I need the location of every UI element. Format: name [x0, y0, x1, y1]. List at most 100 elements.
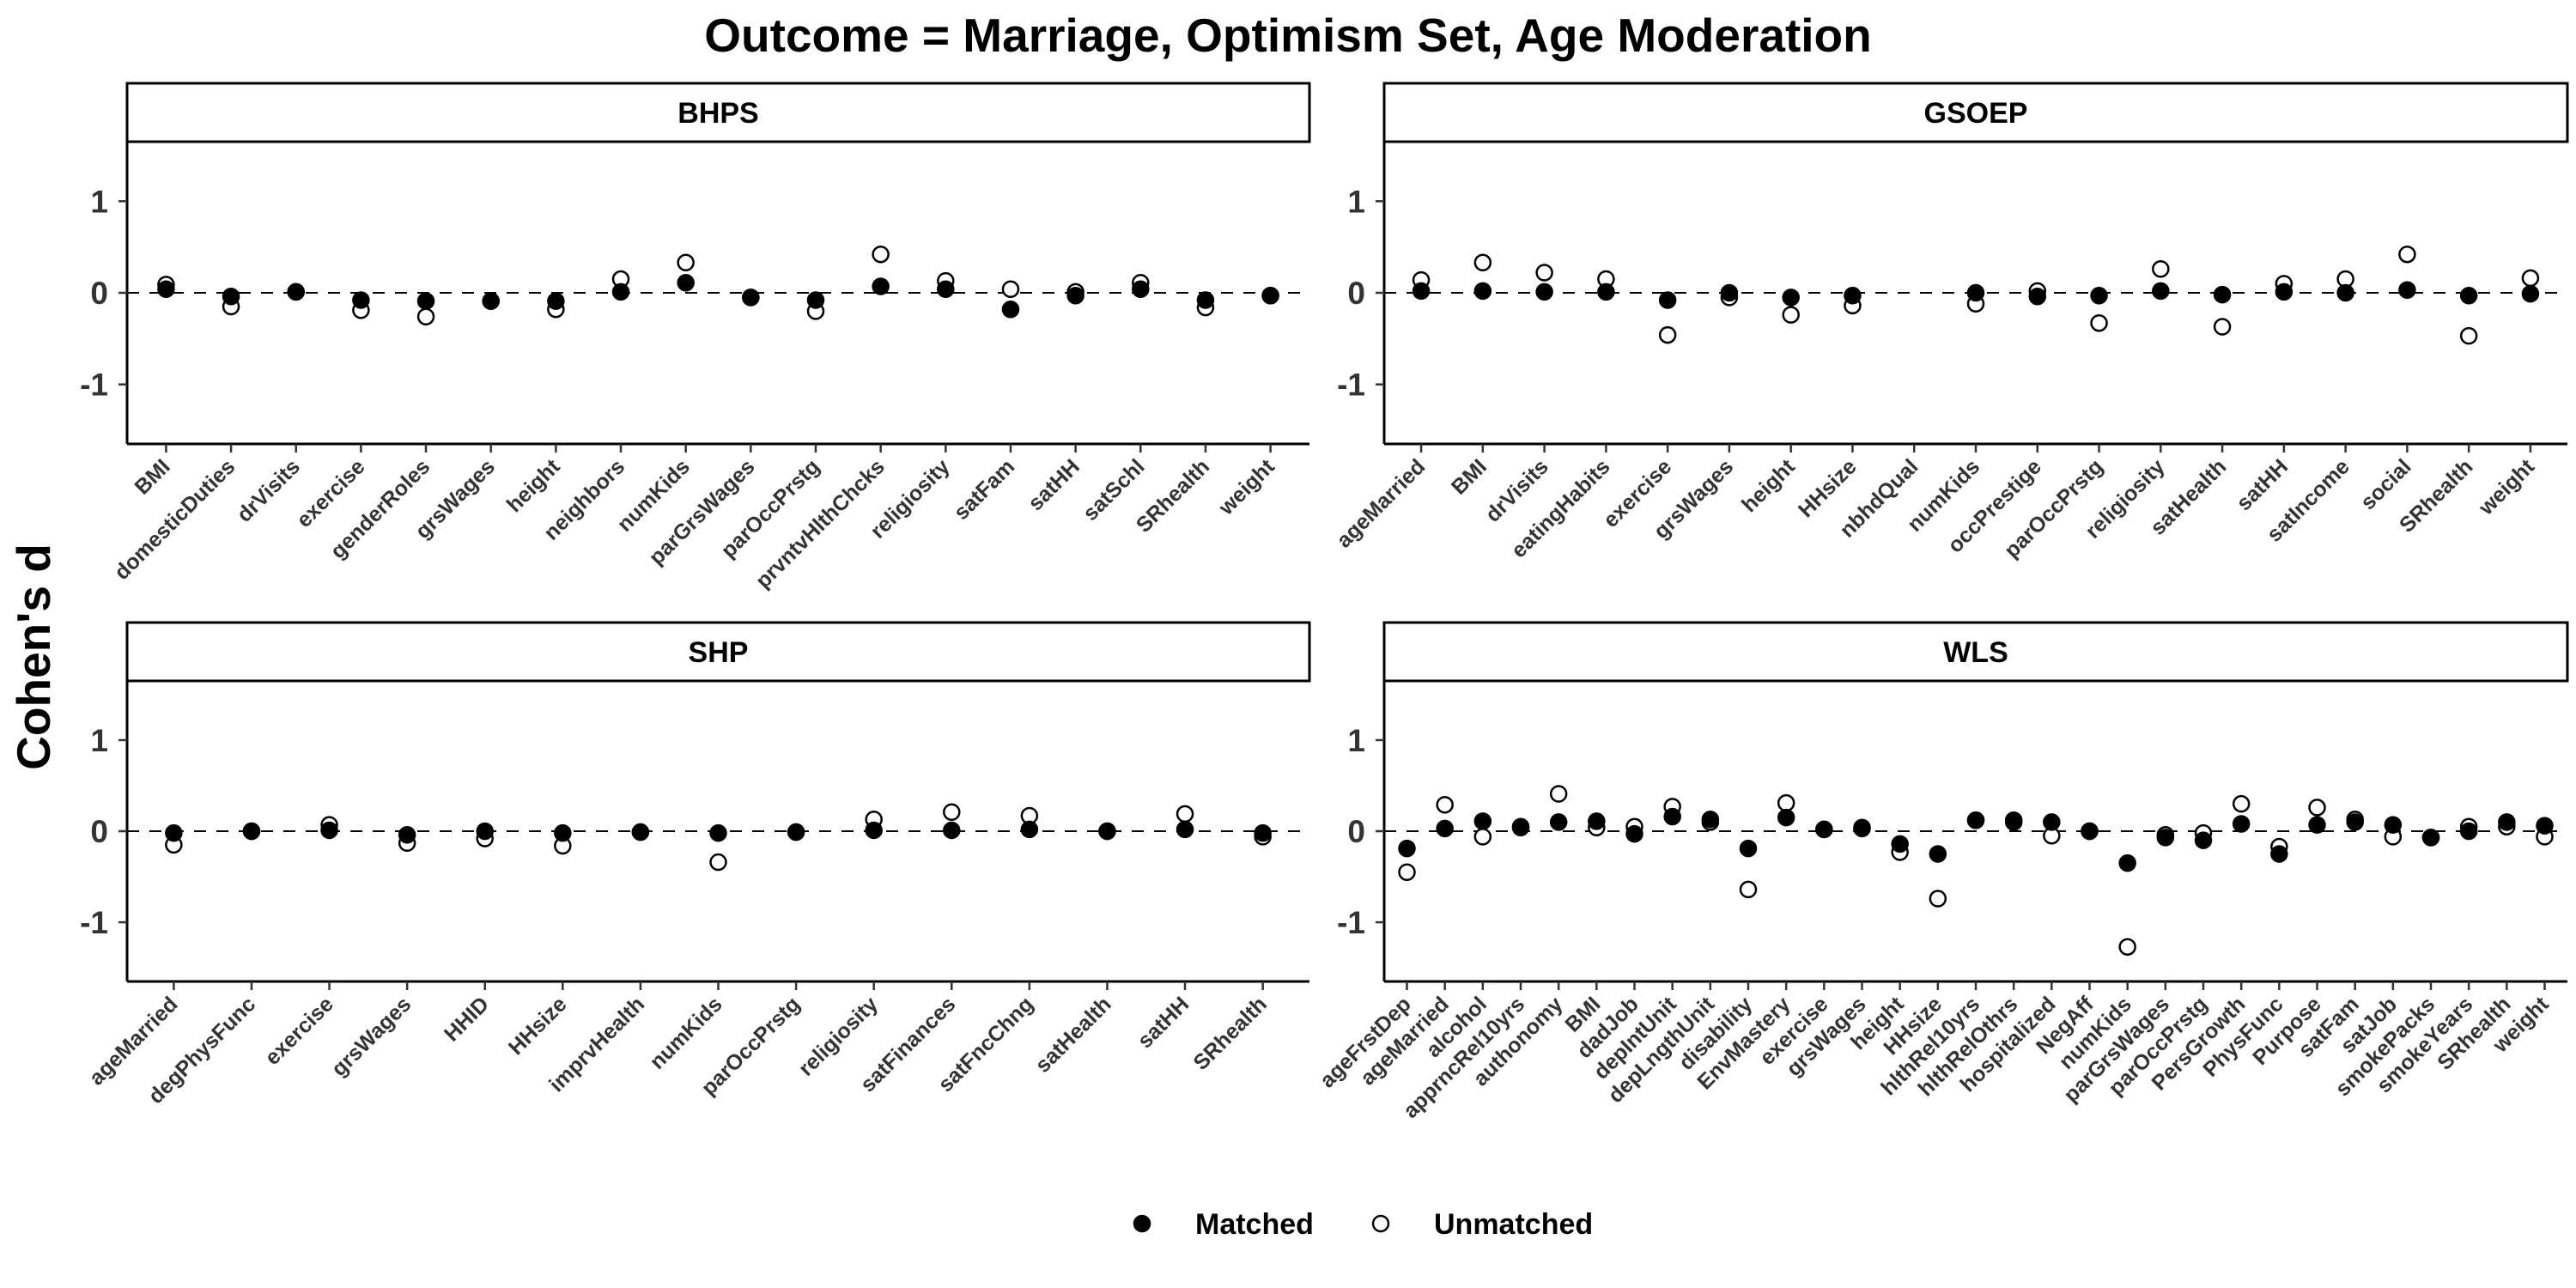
matched-point — [1535, 283, 1553, 301]
legend: Matched Unmatched — [1133, 1208, 1593, 1241]
unmatched-point — [1549, 785, 1568, 803]
chart-title: Outcome = Marriage, Optimism Set, Age Mo… — [704, 9, 1871, 62]
unmatched-point — [677, 253, 695, 272]
y-tick-label: 1 — [90, 184, 108, 219]
strip-box — [1382, 82, 2569, 143]
unmatched-point — [872, 245, 890, 264]
x-tick-label: height — [1737, 454, 1800, 517]
unmatched-point — [1777, 793, 1795, 812]
matched-point — [1066, 286, 1084, 305]
y-tick-label: 0 — [90, 814, 108, 849]
matched-point — [482, 292, 500, 310]
strip-label: BHPS — [677, 97, 758, 130]
matched-point — [2028, 288, 2047, 306]
legend-matched-label: Matched — [1195, 1208, 1314, 1241]
panels: BHPS-101BMIdomesticDutiesdrVisitsexercis… — [80, 82, 2569, 1123]
matched-point — [287, 283, 305, 301]
matched-point — [1549, 813, 1568, 831]
matched-point — [709, 823, 727, 842]
matched-point — [222, 288, 240, 306]
strip-label: WLS — [1943, 636, 2008, 669]
unmatched-point — [1398, 863, 1416, 881]
matched-point — [476, 822, 494, 841]
x-tick-label: social — [2356, 454, 2416, 514]
matched-point — [1511, 817, 1530, 835]
matched-point — [2118, 854, 2136, 872]
matched-point — [1473, 812, 1492, 830]
matched-point — [1625, 824, 1643, 843]
matched-point — [1132, 280, 1150, 298]
unmatched-point — [1782, 306, 1800, 324]
y-tick-label: 1 — [1347, 723, 1365, 758]
matched-point — [1001, 300, 1020, 319]
y-tick-label: 0 — [90, 276, 108, 311]
matched-point — [2336, 283, 2354, 302]
matched-point — [611, 283, 630, 301]
matched-point — [1663, 807, 1681, 826]
matched-point — [2156, 829, 2175, 847]
y-tick-label: -1 — [80, 368, 108, 403]
x-tick-label: satHH — [1133, 992, 1194, 1053]
matched-point — [2213, 285, 2232, 304]
matched-point — [872, 277, 890, 295]
x-tick-label: weight — [1213, 454, 1279, 520]
matched-point — [398, 825, 416, 844]
x-tick-label: numKids — [645, 992, 726, 1073]
matched-point — [1658, 291, 1677, 309]
unmatched-point — [2398, 245, 2416, 264]
matched-point — [1261, 286, 1279, 305]
matched-point — [1473, 282, 1492, 301]
x-tick-label: exercise — [260, 992, 338, 1070]
unmatched-point — [1473, 253, 1492, 272]
matched-point — [2090, 286, 2108, 305]
matched-point — [1844, 286, 1862, 305]
matched-point — [1098, 822, 1116, 841]
matched-point — [2152, 282, 2170, 301]
matched-point — [1966, 283, 1985, 302]
x-tick-label: domesticDuties — [110, 454, 240, 584]
matched-point — [2270, 845, 2288, 863]
matched-point — [2004, 811, 2023, 829]
legend-unmatched-label: Unmatched — [1434, 1208, 1593, 1241]
matched-point — [2536, 817, 2554, 835]
y-axis-label: Cohen's d — [7, 544, 60, 770]
matched-point — [937, 280, 955, 298]
x-tick-label: BMI — [1447, 454, 1492, 499]
strip-box — [125, 82, 1311, 143]
matched-point — [806, 291, 825, 309]
matched-point — [2521, 284, 2540, 303]
strip-box — [1382, 621, 2569, 683]
y-tick-label: -1 — [1337, 905, 1365, 940]
unmatched-point — [2213, 318, 2232, 336]
matched-point — [2398, 281, 2416, 300]
matched-point — [1254, 823, 1272, 842]
unmatched-point — [709, 853, 727, 872]
unmatched-point — [2090, 313, 2108, 332]
panel-wls: WLS-101ageFrstDepageMarriedalcoholapprnc… — [1315, 621, 2569, 1123]
unmatched-point — [2521, 269, 2540, 288]
matched-point — [416, 292, 435, 310]
y-tick-label: 0 — [1347, 276, 1365, 311]
matched-point — [1777, 808, 1795, 827]
unmatched-point — [1436, 795, 1454, 814]
matched-point — [1020, 820, 1039, 839]
matched-point — [1436, 819, 1454, 838]
unmatched-point — [2152, 260, 2170, 278]
x-tick-label: BMI — [130, 454, 174, 499]
matched-point — [631, 823, 650, 841]
matched-point — [320, 821, 338, 840]
x-tick-label: satFam — [950, 454, 1020, 525]
strip-label: SHP — [689, 636, 749, 669]
matched-point — [2459, 822, 2478, 841]
y-tick-label: 1 — [1347, 184, 1365, 219]
matched-point — [157, 280, 175, 298]
matched-point — [352, 291, 370, 309]
x-tick-label: weight — [2474, 454, 2540, 520]
x-tick-label: height — [502, 454, 565, 517]
unmatched-point — [2232, 794, 2251, 813]
matched-point — [2459, 286, 2478, 305]
x-tick-label: HHID — [440, 992, 494, 1046]
